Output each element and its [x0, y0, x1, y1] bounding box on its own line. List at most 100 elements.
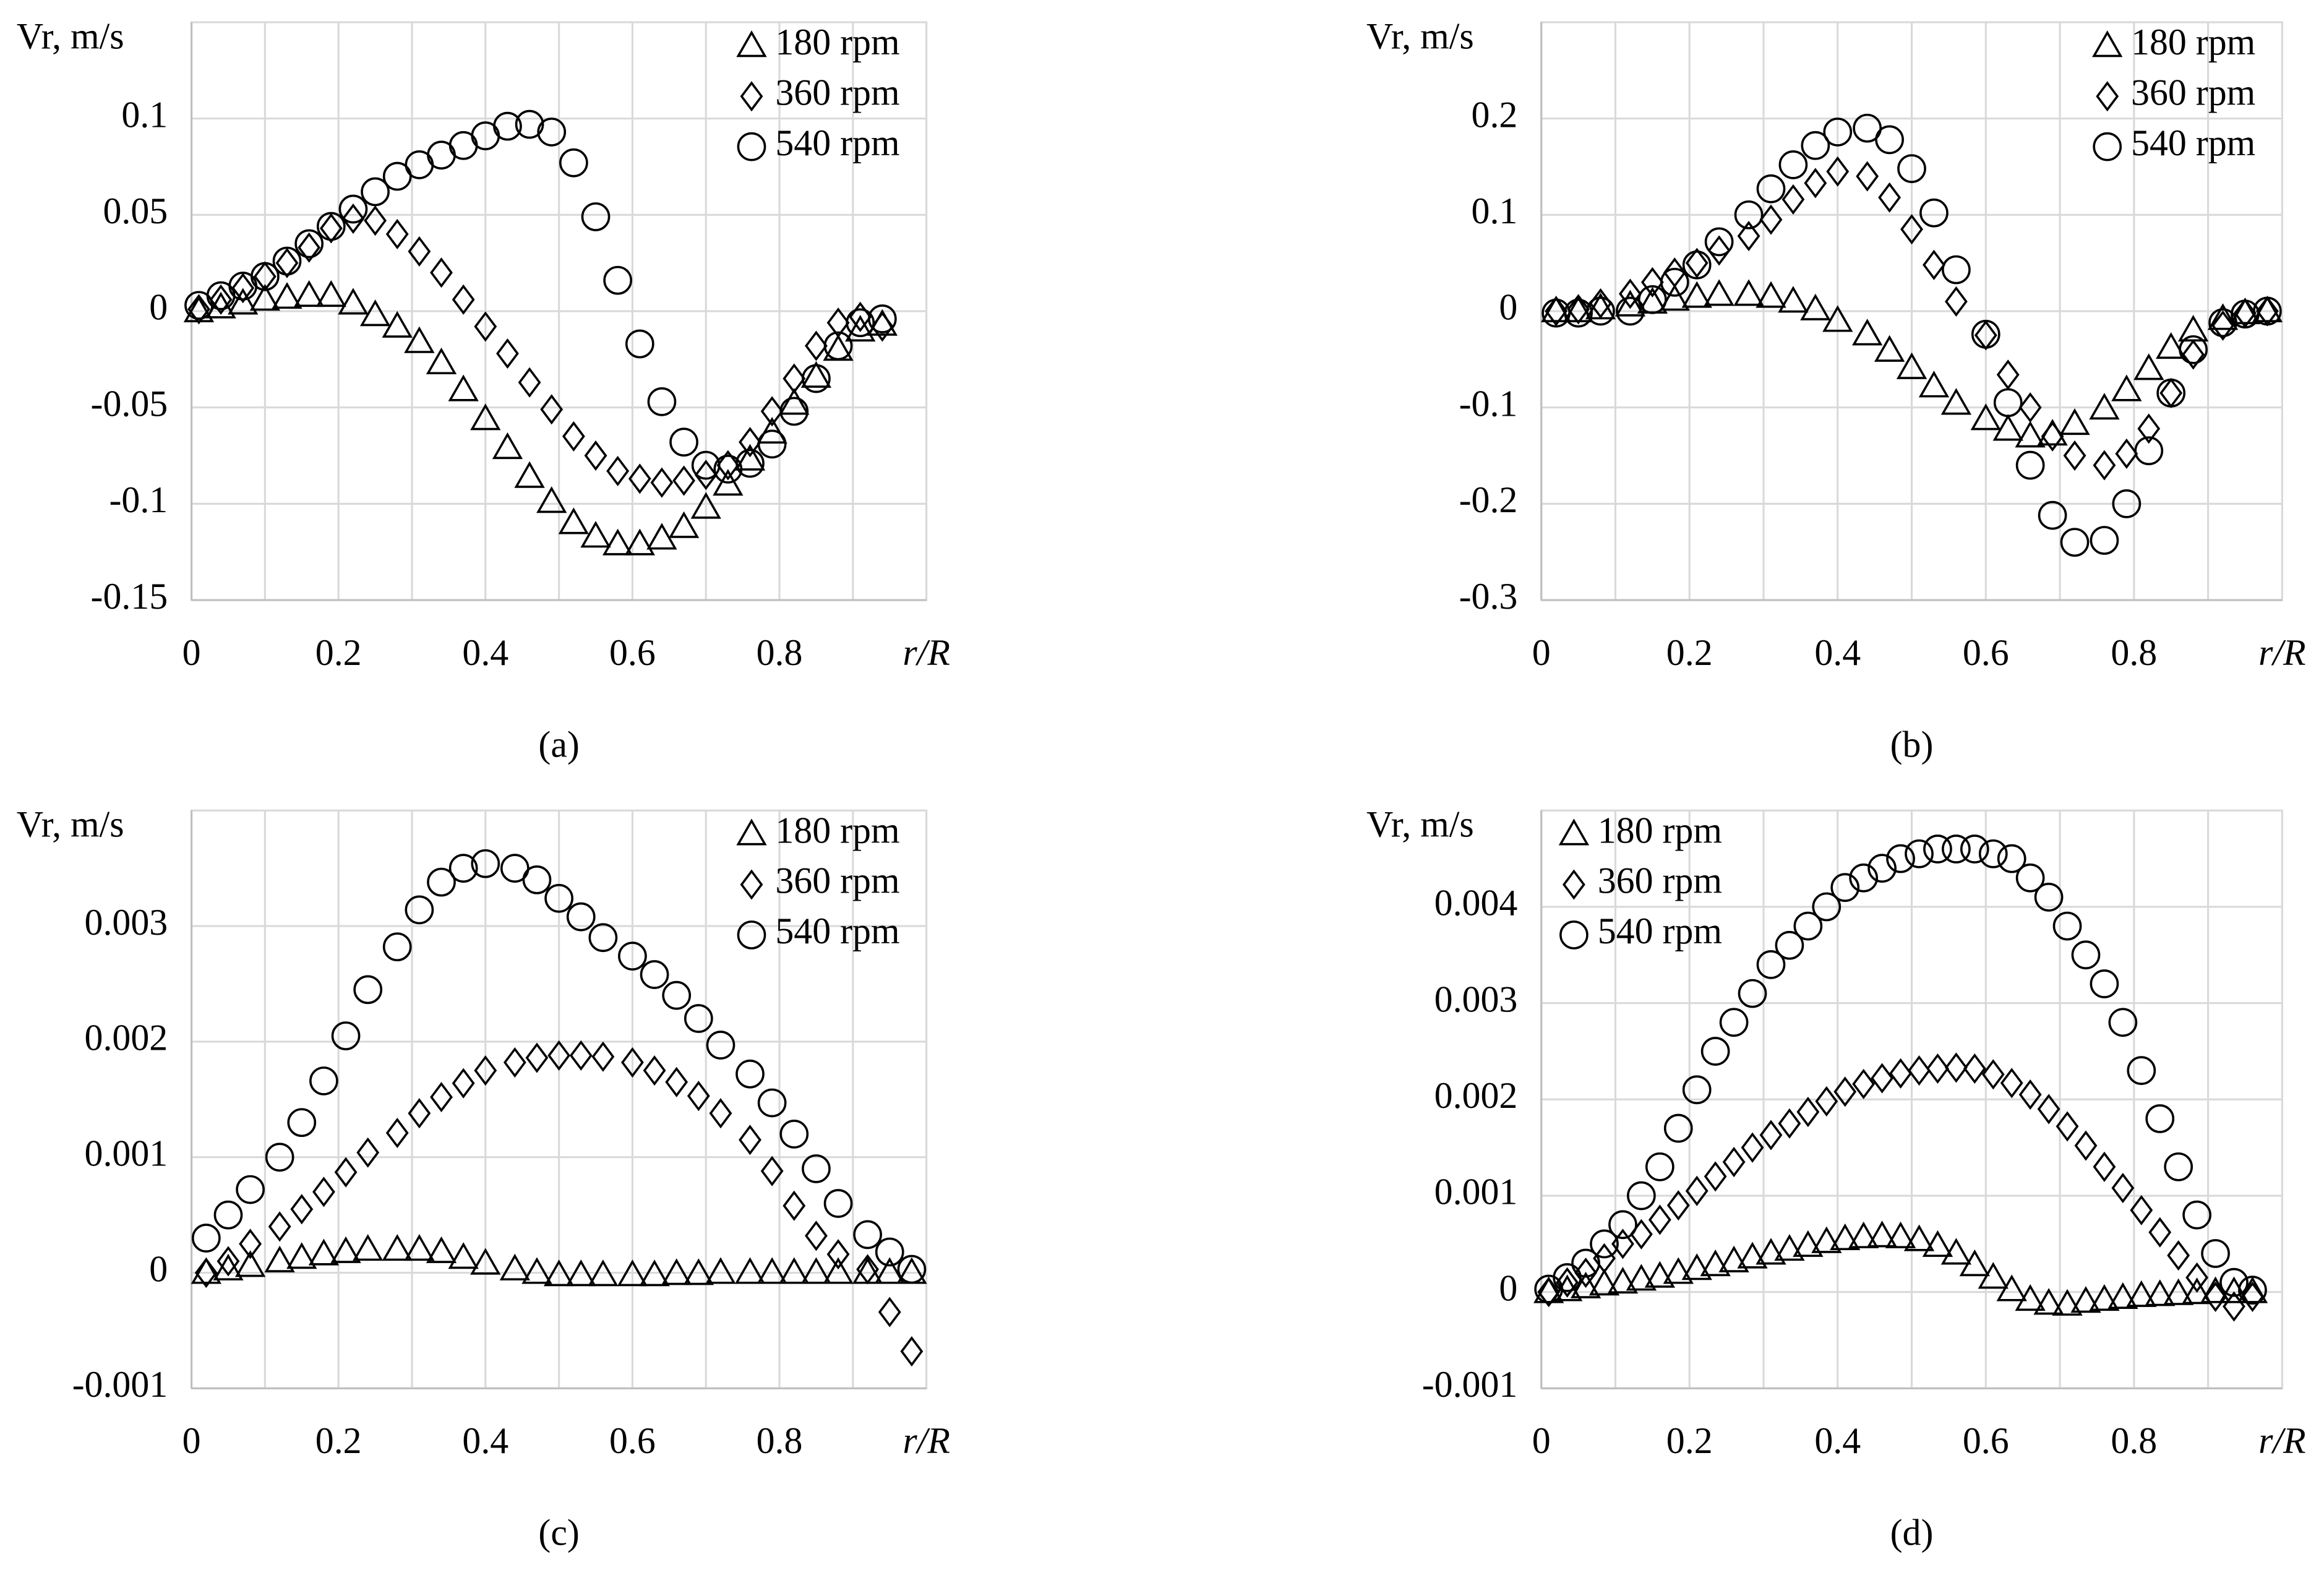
circle-marker: [691, 450, 721, 480]
triangle-marker: [2089, 1284, 2120, 1311]
x-tick-label: 0.8: [757, 632, 803, 673]
triangle-marker: [1940, 1238, 1972, 1265]
diamond-marker: [740, 869, 763, 900]
diamond-marker: [547, 1040, 571, 1071]
triangle-marker: [315, 280, 346, 307]
diamond-marker: [275, 247, 299, 278]
circle-marker: [1919, 198, 1949, 228]
circle-marker: [779, 1120, 809, 1149]
triangle-marker: [2111, 374, 2142, 401]
diamond-marker: [2093, 450, 2116, 481]
triangle-marker: [1700, 1249, 1731, 1277]
diamond-marker: [1826, 156, 1850, 187]
circle-marker: [603, 265, 633, 295]
circle-marker: [2038, 500, 2067, 530]
diamond-marker: [2037, 1094, 2060, 1125]
y-tick-label: -0.001: [72, 1364, 168, 1405]
diamond-marker: [2018, 392, 2042, 423]
diamond-marker: [1567, 294, 1590, 325]
circle-marker: [2201, 1239, 2230, 1268]
diamond-marker: [1871, 1063, 1894, 1094]
diamond-marker: [739, 427, 761, 458]
circle-marker: [382, 161, 412, 191]
circle-marker: [493, 111, 522, 141]
circle-marker: [236, 1175, 265, 1204]
triangle-marker: [338, 288, 369, 315]
diamond-marker: [1926, 1053, 1949, 1084]
diamond-marker: [740, 81, 763, 112]
circle-marker: [427, 867, 456, 897]
x-tick-label: 0.2: [315, 1420, 362, 1461]
circle-marker: [471, 849, 500, 878]
triangle-marker: [470, 1248, 501, 1275]
circle-marker: [1682, 1075, 1712, 1105]
y-tick-label: 0: [1499, 1267, 1517, 1308]
x-tick-label: 0.6: [1963, 632, 2009, 673]
circle-marker: [625, 329, 654, 359]
diamond-marker: [1856, 161, 1879, 192]
diamond-marker: [687, 1081, 710, 1112]
diamond-marker: [319, 213, 343, 244]
circle-marker: [1793, 911, 1823, 941]
diamond-marker: [1556, 1267, 1579, 1298]
triangle-marker: [426, 1236, 457, 1263]
x-tick-label: 0: [182, 632, 201, 673]
diamond-marker: [591, 1041, 615, 1072]
diamond-marker: [385, 218, 409, 250]
y-axis-label: Vr, m/s: [17, 804, 124, 845]
circle-marker: [1942, 255, 1971, 285]
circle-marker: [1586, 296, 1615, 326]
panel-caption: (d): [1890, 1512, 1934, 1553]
diamond-marker: [665, 1066, 688, 1097]
diamond-marker: [452, 284, 475, 315]
diamond-marker: [584, 440, 607, 471]
circle-marker: [757, 1088, 787, 1118]
diamond-marker: [856, 1254, 880, 1285]
diamond-marker: [2111, 1173, 2135, 1204]
circle-marker: [515, 109, 544, 139]
triangle-marker: [470, 403, 501, 431]
circle-marker: [361, 177, 390, 207]
diamond-marker: [1640, 267, 1664, 298]
y-tick-label: 0.05: [103, 191, 168, 231]
triangle-marker: [734, 1257, 766, 1284]
diamond-marker: [1852, 1068, 1876, 1099]
circle-marker: [640, 960, 669, 989]
triangle-marker: [617, 1259, 648, 1287]
diamond-marker: [1804, 168, 1827, 199]
y-tick-label: 0.003: [1434, 979, 1518, 1019]
diamond-marker: [312, 1177, 335, 1207]
x-tick-label: 0.6: [1963, 1420, 2009, 1461]
diamond-marker: [2096, 81, 2119, 112]
diamond-marker: [1629, 1219, 1653, 1250]
circle-marker: [1559, 920, 1589, 950]
circle-marker: [2108, 1008, 2138, 1037]
triangle-marker: [448, 1242, 479, 1269]
y-tick-label: 0.2: [1472, 94, 1518, 135]
circle-marker: [2134, 436, 2164, 466]
circle-marker: [757, 429, 787, 459]
y-tick-label: 0.003: [85, 902, 168, 943]
y-tick-label: -0.3: [1459, 576, 1518, 617]
circle-marker: [779, 397, 809, 426]
triangle-marker: [1959, 1249, 1990, 1277]
x-tick-label: 0.4: [462, 1420, 508, 1461]
triangle-marker: [1903, 1224, 1935, 1251]
diamond-marker: [1778, 1108, 1801, 1139]
diamond-marker: [2018, 1079, 2042, 1110]
diamond-marker: [334, 1157, 358, 1188]
circle-marker: [823, 1189, 853, 1218]
circle-marker: [1663, 1113, 1693, 1143]
triangle-marker: [234, 1250, 266, 1277]
diamond-marker: [2204, 1281, 2227, 1313]
y-tick-label: -0.05: [91, 383, 168, 424]
circle-marker: [1627, 1181, 1656, 1211]
circle-marker: [1541, 298, 1571, 328]
diamond-marker: [1663, 257, 1686, 288]
circle-marker: [1897, 154, 1926, 183]
diamond-marker: [2000, 1068, 2023, 1099]
legend-label: 360 rpm: [775, 72, 899, 113]
triangle-marker: [191, 1257, 221, 1284]
diamond-marker: [643, 1055, 666, 1086]
legend-label: 540 rpm: [775, 911, 899, 951]
